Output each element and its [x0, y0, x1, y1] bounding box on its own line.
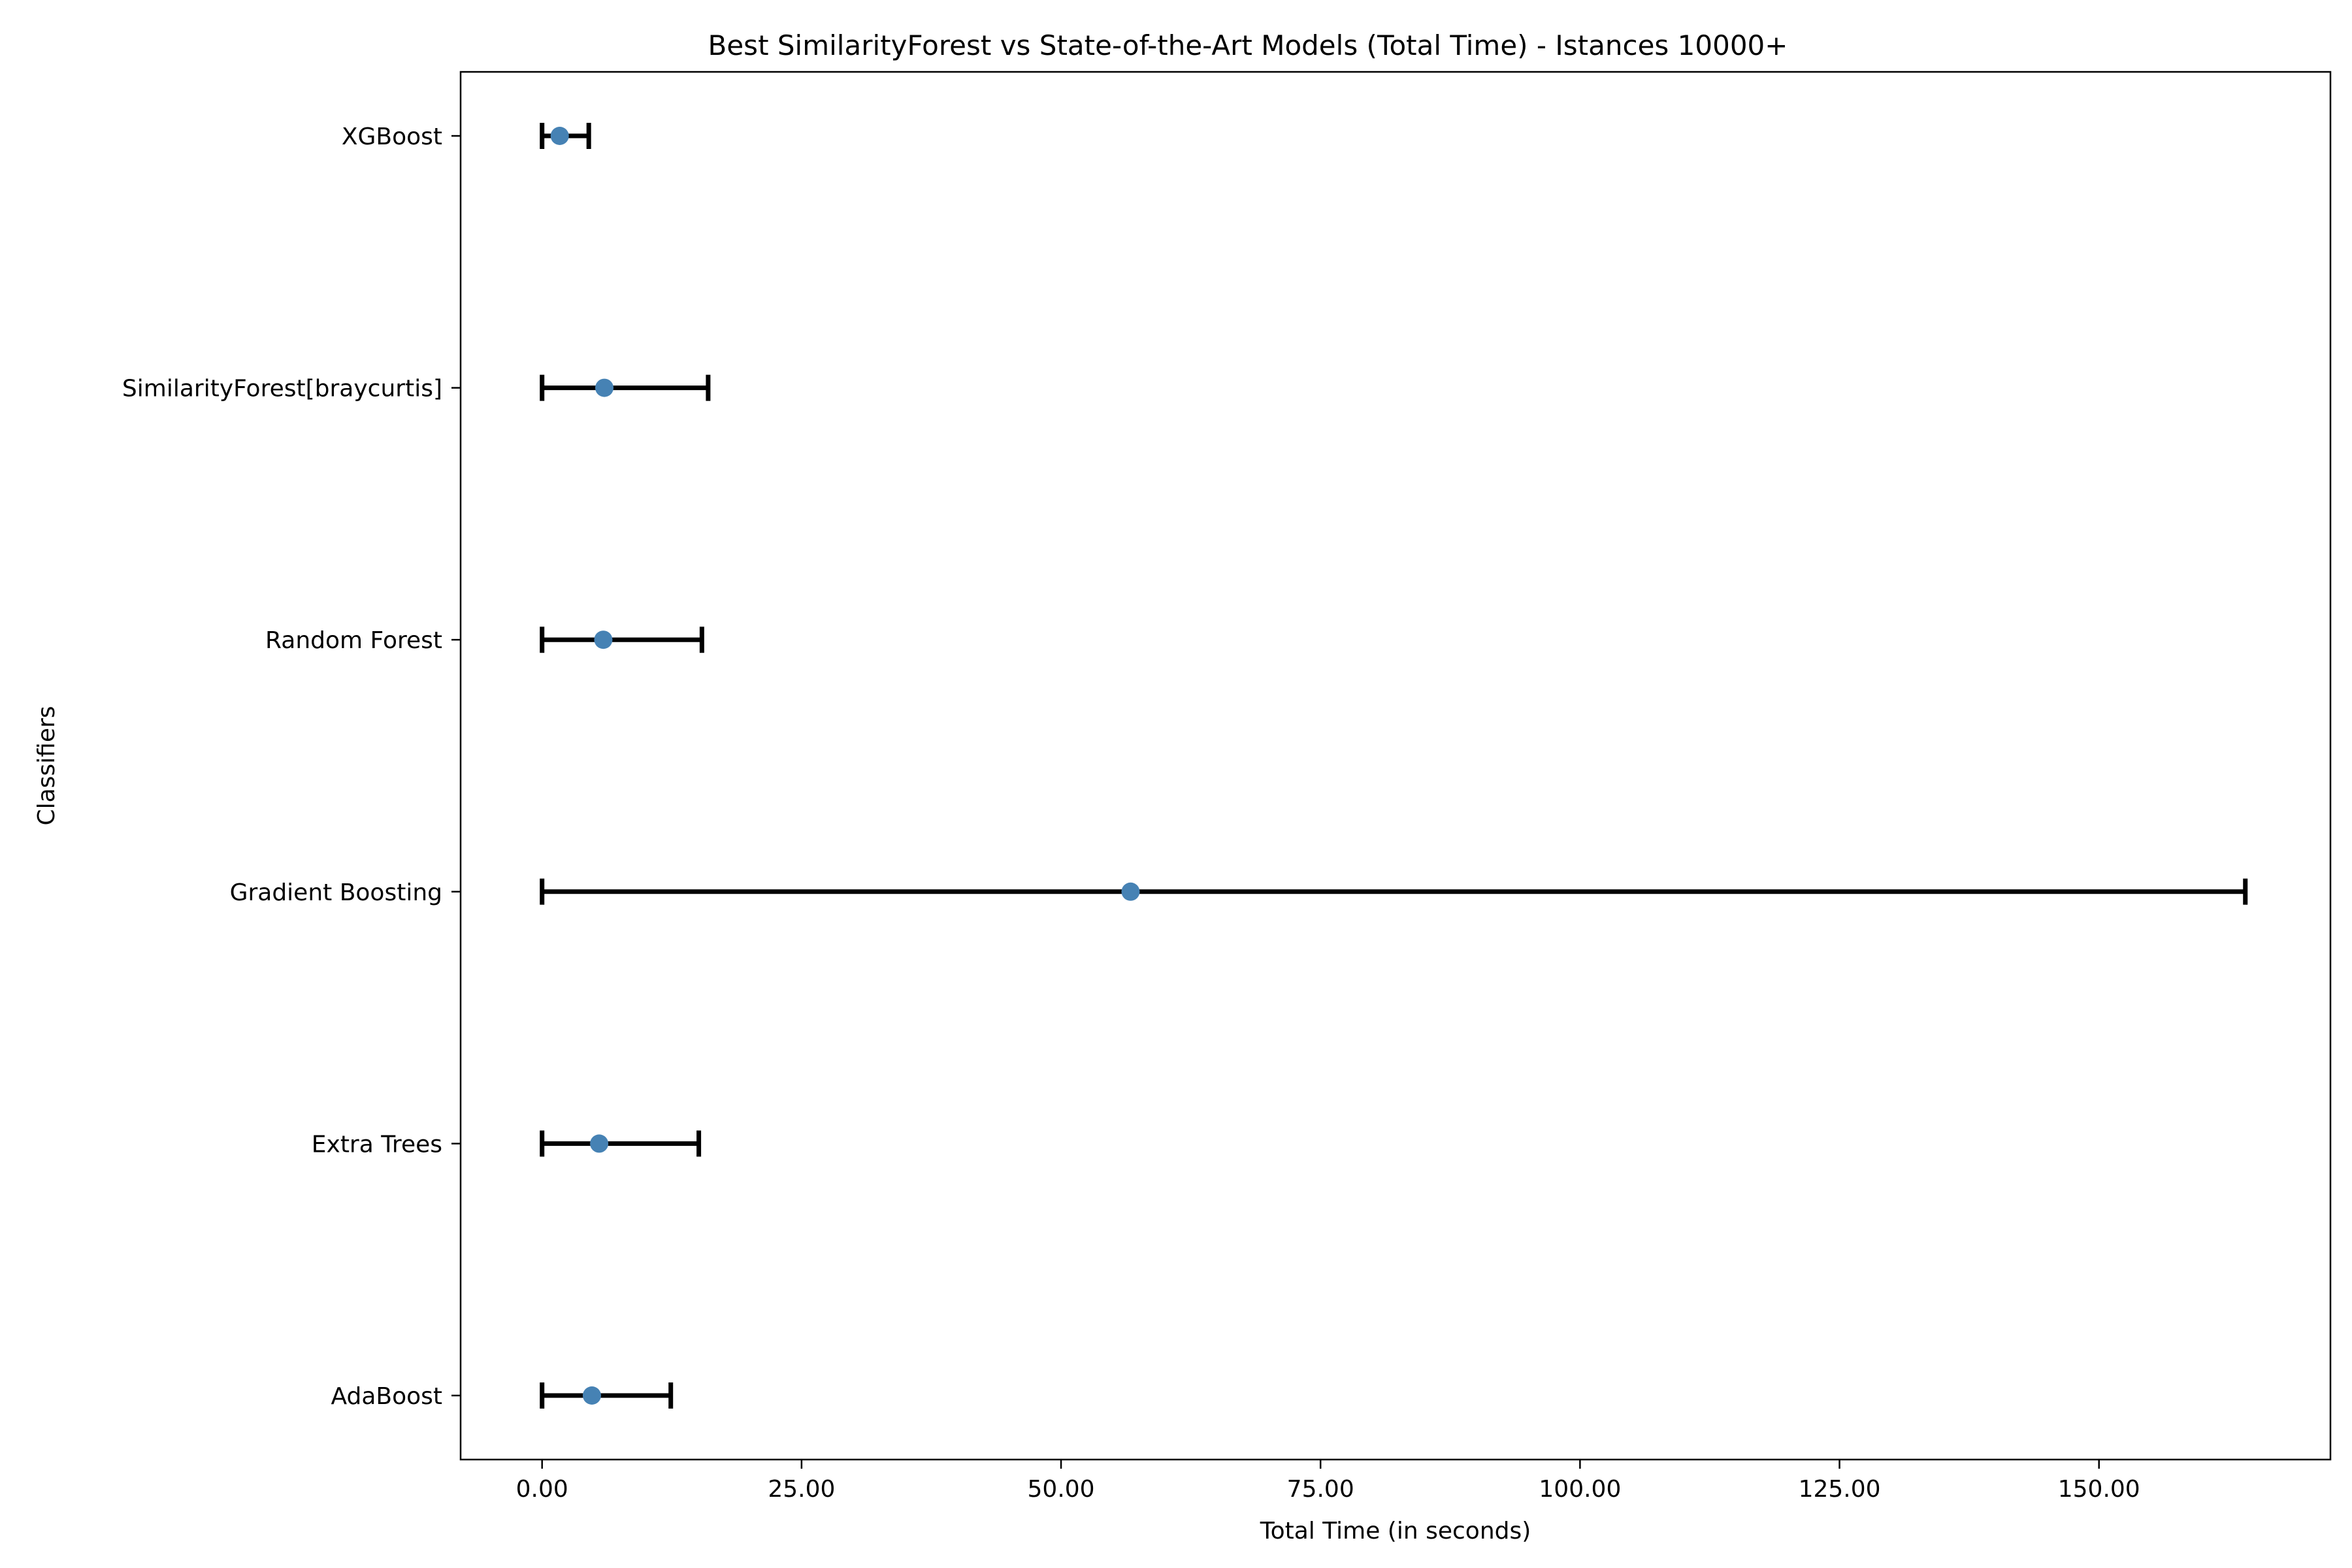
data-point: [582, 1386, 601, 1405]
data-point: [550, 127, 569, 145]
errorbar-0: [540, 1382, 674, 1409]
y-tick-label: Random Forest: [265, 627, 442, 654]
errorbar-5: [540, 123, 591, 149]
y-tick-label: Gradient Boosting: [230, 879, 442, 906]
chart-title: Best SimilarityForest vs State-of-the-Ar…: [708, 29, 1788, 61]
x-tick-label: 50.00: [1028, 1476, 1095, 1503]
x-tick-label: 100.00: [1539, 1476, 1621, 1503]
data-point: [590, 1134, 609, 1153]
y-axis-label: Classifiers: [33, 706, 60, 825]
x-tick-label: 125.00: [1799, 1476, 1881, 1503]
errorbar-2: [540, 878, 2248, 905]
x-tick-label: 0.00: [516, 1476, 568, 1503]
x-tick-label: 75.00: [1287, 1476, 1354, 1503]
x-tick-label: 150.00: [2058, 1476, 2140, 1503]
y-tick-label: Extra Trees: [312, 1131, 442, 1158]
x-axis-ticks: 0.00 25.00 50.00 75.00 100.00 125.00 150.00: [516, 1460, 2140, 1503]
data-point: [594, 630, 613, 649]
data-point: [595, 378, 614, 397]
y-tick-label: XGBoost: [342, 123, 442, 150]
data-point: [1121, 882, 1140, 901]
y-axis-ticks: AdaBoost Extra Trees Gradient Boosting Rand…: [122, 123, 461, 1410]
plot-area: [540, 123, 2248, 1409]
errorbar-1: [540, 1130, 702, 1157]
errorbar-3: [540, 627, 704, 653]
x-tick-label: 25.00: [768, 1476, 835, 1503]
y-tick-label: AdaBoost: [331, 1383, 442, 1410]
plot-frame: [459, 71, 2332, 1461]
errorbar-4: [540, 374, 711, 401]
x-axis-label: Total Time (in seconds): [1260, 1518, 1531, 1544]
y-tick-label: SimilarityForest[braycurtis]: [122, 376, 442, 402]
